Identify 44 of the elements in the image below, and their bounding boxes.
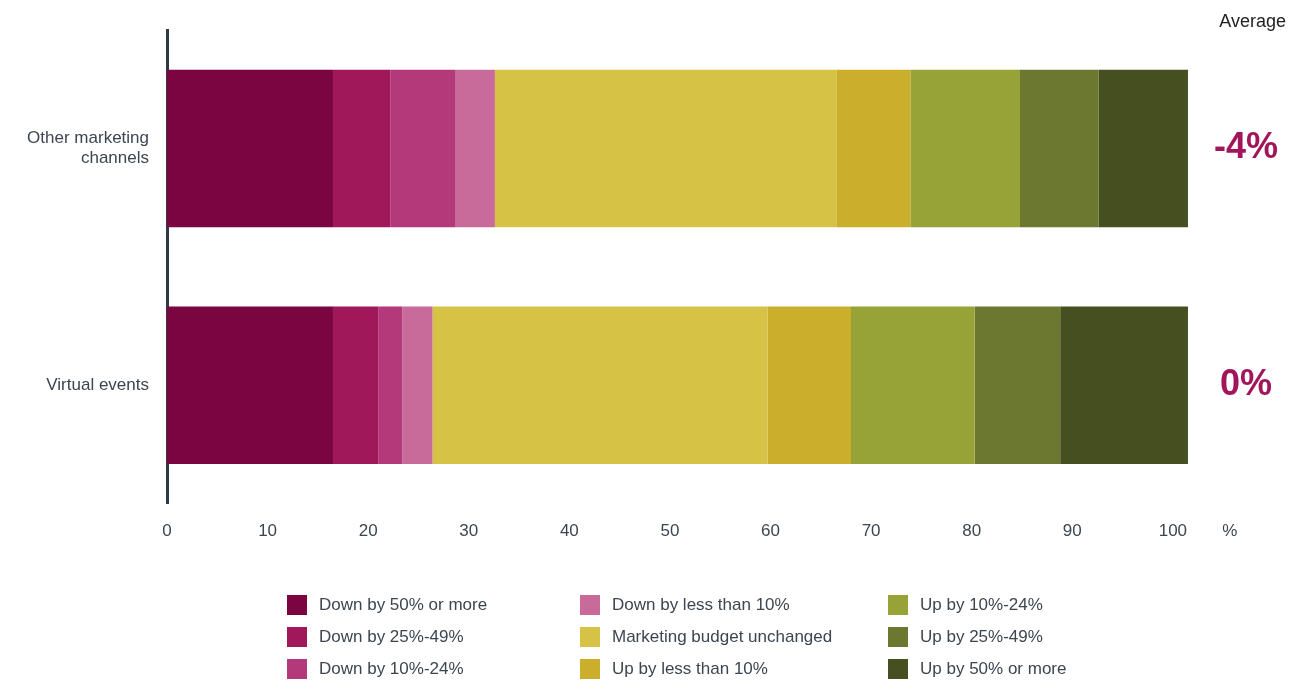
bar [1098,69,1188,228]
x-tick-label: 10 [258,521,278,541]
bar [494,69,837,228]
legend-label: Down by less than 10% [612,595,790,615]
x-tick-label: 40 [559,521,579,541]
bar [432,306,768,464]
legend-label: Down by 10%-24% [319,659,464,679]
x-tick-label: 70 [861,521,881,541]
x-axis-title: % [1222,521,1238,541]
bar [974,306,1061,464]
legend-label: Up by 50% or more [920,659,1067,679]
bar [767,306,851,464]
x-tick-label: 30 [459,521,479,541]
bar [167,306,333,464]
x-tick-label: 90 [1062,521,1082,541]
y-tick-label: Other marketing channels [27,127,149,168]
x-tick-label: 100 [1158,521,1188,541]
legend-label: Down by 25%-49% [319,627,464,647]
bar [910,69,1020,228]
bar [390,69,456,228]
x-tick-label: 60 [761,521,780,541]
bar [851,306,975,464]
text: Average [1219,10,1286,31]
text: 0% [1219,362,1273,404]
bar [455,69,495,228]
y-tick-label: Virtual events [46,374,149,394]
x-tick-label: 80 [962,521,982,541]
bar [332,69,391,228]
legend-label: Marketing budget unchanged [612,627,833,647]
legend-label: Up by 25%-49% [920,627,1043,647]
bar [167,69,333,228]
bar [1060,306,1188,464]
text: -4% [1213,125,1279,167]
x-tick-label: 0 [162,521,172,541]
legend-label: Down by 50% or more [319,595,488,615]
x-tick-label: 50 [660,521,680,541]
bar [332,306,379,464]
x-tick-label: 20 [358,521,378,541]
legend-label: Up by 10%-24% [920,595,1043,615]
bar [378,306,403,464]
bar [402,306,433,464]
bar [836,69,911,228]
legend-label: Up by less than 10% [612,659,768,679]
bar [1019,69,1099,228]
